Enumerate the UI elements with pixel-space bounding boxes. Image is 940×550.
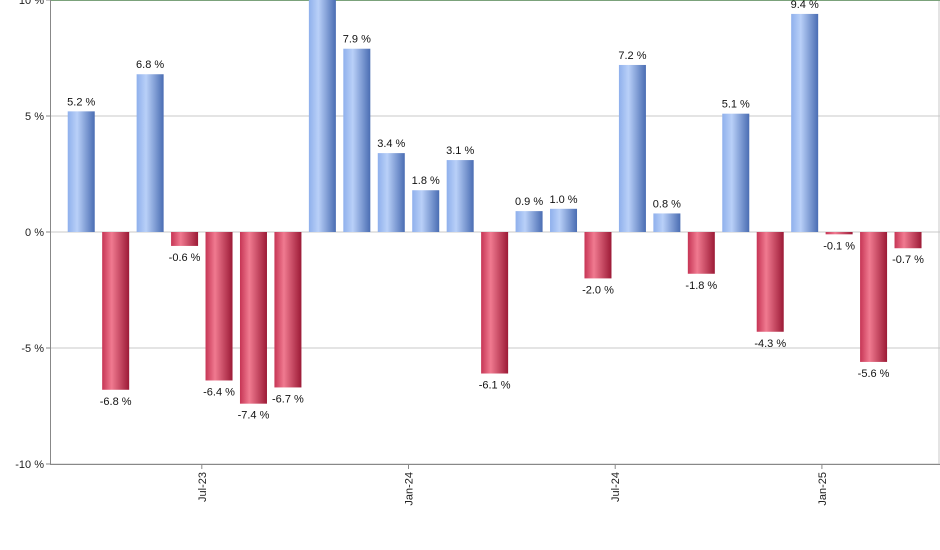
y-tick-label-3: 5 % (25, 111, 44, 123)
bar-4 (205, 232, 233, 381)
data-label-13: 0.9 % (515, 196, 543, 208)
bar-3 (171, 232, 199, 246)
data-label-19: 5.1 % (722, 99, 750, 111)
bar-12 (481, 232, 509, 374)
axes (46, 0, 940, 469)
data-label-14: 1.0 % (549, 194, 577, 206)
data-label-17: 0.8 % (653, 198, 681, 210)
x-tick-label-3: Jan-25 (817, 472, 829, 506)
data-label-20: -4.3 % (754, 338, 786, 350)
data-label-18: -1.8 % (685, 280, 717, 292)
x-tick-label-1: Jan-24 (404, 472, 416, 506)
bar-9 (377, 153, 405, 232)
bar-7 (308, 0, 336, 232)
bar-24 (894, 232, 922, 249)
bar-10 (412, 190, 440, 232)
data-label-22: -0.1 % (823, 240, 855, 252)
bar-8 (343, 48, 371, 232)
bar-2 (136, 74, 164, 233)
bar-19 (722, 113, 750, 232)
data-label-15: -2.0 % (582, 284, 614, 296)
bar-6 (274, 232, 302, 388)
data-label-1: -6.8 % (100, 396, 132, 408)
bar-18 (687, 232, 715, 274)
bar-20 (756, 232, 784, 332)
bar-1 (102, 232, 130, 390)
data-label-8: 7.9 % (343, 34, 371, 46)
bar-13 (515, 211, 543, 232)
data-label-23: -5.6 % (858, 368, 890, 380)
bar-0 (67, 111, 95, 232)
data-label-16: 7.2 % (618, 50, 646, 62)
bar-5 (239, 232, 267, 404)
x-tick-label-0: Jul-23 (197, 472, 209, 502)
y-tick-label-0: -10 % (15, 459, 44, 471)
bar-16 (618, 64, 646, 233)
data-label-0: 5.2 % (67, 96, 95, 108)
y-tick-label-2: 0 % (25, 227, 44, 239)
data-label-3: -0.6 % (169, 252, 201, 264)
data-labels: 5.2 % -6.8 % 6.8 % -0.6 % -6.4 %-7.4 %-6.7 %… (67, 0, 924, 422)
y-tick-labels: -10 % -5 % 0 % 5 % 10 % (15, 0, 44, 471)
x-tick-labels: Jul-23 Jan-24 Jul-24 Jan-25 (197, 472, 829, 506)
x-tick-label-2: Jul-24 (610, 472, 622, 502)
data-label-10: 1.8 % (412, 175, 440, 187)
bar-17 (653, 213, 681, 232)
data-label-24: -0.7 % (892, 254, 924, 266)
bar-23 (860, 232, 888, 362)
data-label-12: -6.1 % (479, 380, 511, 392)
bar-22 (825, 232, 853, 235)
data-label-11: 3.1 % (446, 145, 474, 157)
bar-14 (550, 208, 578, 232)
data-label-5: -7.4 % (238, 410, 270, 422)
y-tick-label-1: -5 % (21, 343, 44, 355)
bar-15 (584, 232, 612, 279)
data-label-9: 3.4 % (377, 138, 405, 150)
data-label-21: 9.4 % (791, 0, 819, 11)
y-tick-label-4: 10 % (19, 0, 44, 7)
bar-21 (791, 13, 819, 233)
data-label-4: -6.4 % (203, 386, 235, 398)
data-label-2: 6.8 % (136, 59, 164, 71)
data-label-6: -6.7 % (272, 393, 304, 405)
bar-11 (446, 160, 474, 232)
bars (67, 0, 922, 404)
